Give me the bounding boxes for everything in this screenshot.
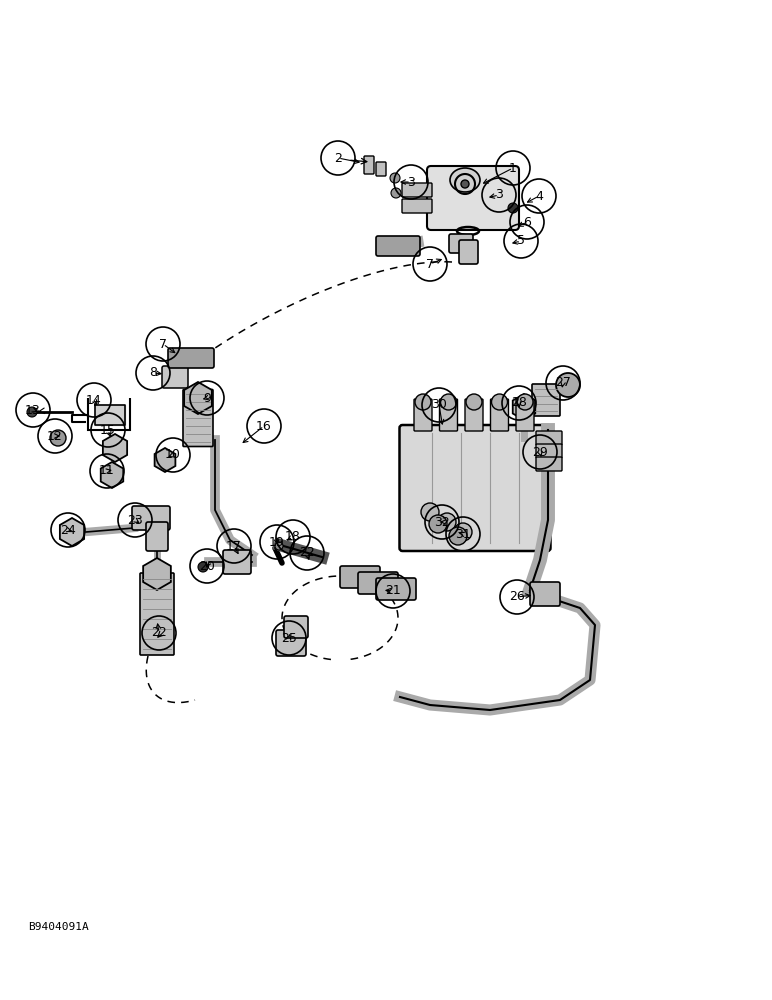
FancyBboxPatch shape — [140, 573, 174, 655]
FancyBboxPatch shape — [490, 399, 509, 431]
Circle shape — [421, 503, 439, 521]
Circle shape — [429, 515, 447, 533]
Text: 29: 29 — [532, 446, 548, 458]
Text: 25: 25 — [281, 632, 297, 645]
Circle shape — [275, 542, 283, 550]
FancyBboxPatch shape — [402, 199, 432, 213]
Text: 28: 28 — [511, 396, 527, 410]
FancyBboxPatch shape — [402, 183, 432, 197]
Text: 20: 20 — [199, 560, 215, 572]
FancyBboxPatch shape — [162, 366, 188, 388]
Circle shape — [27, 407, 37, 417]
Circle shape — [50, 430, 66, 446]
Ellipse shape — [450, 168, 480, 192]
Circle shape — [466, 394, 482, 410]
Text: 24: 24 — [60, 524, 76, 536]
Text: 13: 13 — [25, 403, 41, 416]
Text: 19: 19 — [269, 536, 285, 548]
Circle shape — [441, 394, 456, 410]
Text: 18: 18 — [285, 530, 301, 544]
FancyBboxPatch shape — [376, 578, 416, 600]
Text: 32: 32 — [434, 516, 450, 528]
Text: 16: 16 — [256, 420, 272, 432]
Text: 1: 1 — [509, 161, 517, 174]
Text: 27: 27 — [555, 376, 571, 389]
Text: 7: 7 — [159, 338, 167, 351]
Polygon shape — [154, 448, 175, 472]
Circle shape — [556, 373, 580, 397]
Text: 3: 3 — [495, 188, 503, 202]
FancyBboxPatch shape — [465, 399, 483, 431]
FancyBboxPatch shape — [399, 425, 550, 551]
Text: 30: 30 — [431, 398, 447, 412]
FancyBboxPatch shape — [340, 566, 380, 588]
Text: 6: 6 — [523, 216, 531, 229]
FancyBboxPatch shape — [276, 630, 306, 656]
Polygon shape — [185, 382, 212, 414]
FancyBboxPatch shape — [358, 572, 398, 594]
Text: 15: 15 — [100, 424, 116, 436]
Text: 5: 5 — [517, 234, 525, 247]
FancyBboxPatch shape — [168, 348, 214, 368]
Text: 21: 21 — [385, 584, 401, 597]
Circle shape — [461, 180, 469, 188]
FancyBboxPatch shape — [536, 457, 562, 471]
FancyBboxPatch shape — [536, 431, 562, 445]
Circle shape — [454, 523, 472, 541]
FancyBboxPatch shape — [536, 444, 562, 458]
FancyBboxPatch shape — [439, 399, 458, 431]
Text: 17: 17 — [226, 540, 242, 552]
Circle shape — [415, 394, 431, 410]
FancyBboxPatch shape — [530, 582, 560, 606]
Polygon shape — [143, 558, 171, 590]
Polygon shape — [95, 405, 125, 425]
Text: 12: 12 — [47, 430, 63, 442]
FancyBboxPatch shape — [146, 522, 168, 551]
Text: 14: 14 — [86, 393, 102, 406]
FancyBboxPatch shape — [132, 506, 170, 530]
Circle shape — [438, 513, 456, 531]
Text: 8: 8 — [149, 366, 157, 379]
FancyBboxPatch shape — [376, 236, 420, 256]
Text: B9404091A: B9404091A — [28, 922, 89, 932]
FancyBboxPatch shape — [459, 240, 478, 264]
Circle shape — [391, 188, 401, 198]
FancyBboxPatch shape — [414, 399, 432, 431]
Circle shape — [390, 173, 400, 183]
Circle shape — [517, 394, 533, 410]
Text: 4: 4 — [535, 190, 543, 202]
Text: 22: 22 — [299, 546, 315, 560]
Text: 3: 3 — [407, 176, 415, 188]
FancyBboxPatch shape — [364, 156, 374, 174]
Polygon shape — [100, 462, 124, 488]
Text: 22: 22 — [151, 626, 167, 640]
Polygon shape — [513, 394, 535, 420]
Text: 11: 11 — [99, 464, 115, 478]
Text: 7: 7 — [426, 257, 434, 270]
FancyBboxPatch shape — [427, 166, 519, 230]
FancyBboxPatch shape — [183, 389, 213, 446]
FancyBboxPatch shape — [284, 616, 308, 638]
Text: 2: 2 — [334, 151, 342, 164]
Circle shape — [198, 562, 208, 572]
Polygon shape — [103, 434, 127, 462]
FancyBboxPatch shape — [223, 550, 251, 574]
Circle shape — [492, 394, 507, 410]
Text: 23: 23 — [127, 514, 143, 526]
FancyBboxPatch shape — [376, 162, 386, 176]
Circle shape — [508, 203, 518, 213]
FancyBboxPatch shape — [516, 399, 534, 431]
Polygon shape — [60, 518, 84, 546]
FancyBboxPatch shape — [532, 384, 560, 416]
Text: 26: 26 — [509, 590, 525, 603]
Text: 9: 9 — [203, 391, 211, 404]
Text: 10: 10 — [165, 448, 181, 462]
Circle shape — [449, 527, 467, 545]
Text: 31: 31 — [455, 528, 471, 540]
FancyBboxPatch shape — [449, 234, 473, 253]
